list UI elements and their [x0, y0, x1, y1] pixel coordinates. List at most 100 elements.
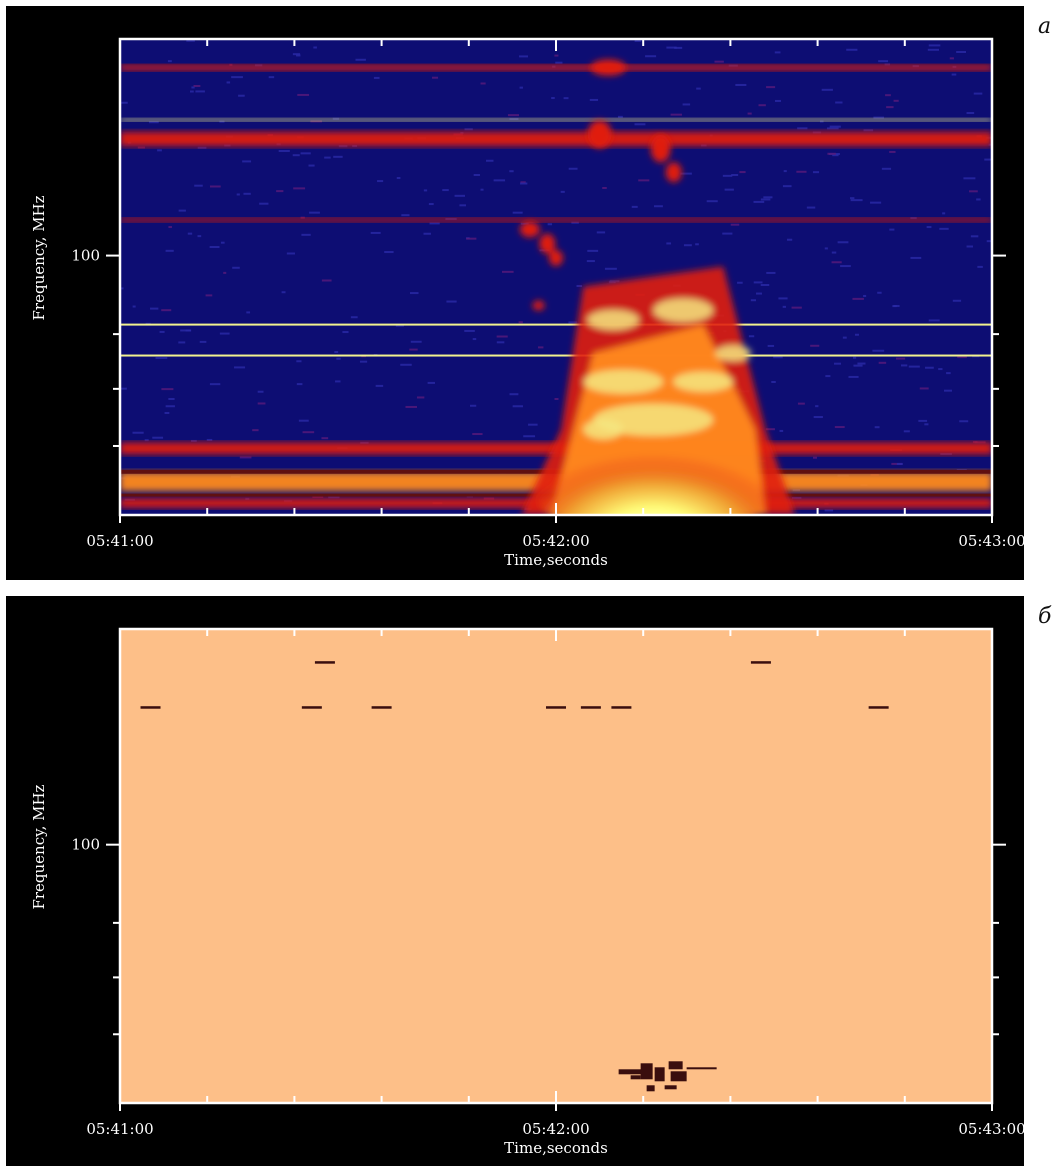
y-axis-title: Frequency, MHz [30, 784, 48, 909]
noise-speck [885, 94, 891, 97]
noise-speck [874, 426, 880, 429]
noise-speck [810, 344, 820, 347]
x-tick-label: 05:43:00 [958, 532, 1024, 550]
noise-speck [850, 199, 863, 202]
noise-speck [586, 260, 595, 263]
noise-speck [774, 51, 781, 54]
noise-speck [472, 338, 477, 341]
noise-speck [195, 90, 205, 93]
noise-speck [846, 48, 858, 51]
noise-speck [812, 171, 820, 174]
noise-speck [783, 170, 787, 173]
noise-speck [722, 174, 733, 177]
noise-speck [943, 389, 952, 392]
noise-speck [903, 430, 910, 433]
noise-speck [831, 251, 837, 254]
noise-speck [753, 200, 765, 203]
noise-speck [185, 329, 192, 332]
noise-speck [797, 127, 808, 130]
noise-speck [560, 190, 565, 193]
noise-speck [396, 177, 401, 180]
noise-speck [464, 128, 473, 131]
noise-speck [857, 362, 866, 365]
noise-speck [966, 112, 975, 115]
noise-speck [321, 279, 332, 282]
noise-speck [834, 426, 845, 429]
noise-speck [735, 83, 747, 86]
detection-mark [371, 706, 392, 709]
noise-speck [292, 53, 301, 56]
noise-speck [957, 356, 967, 359]
noise-speck [209, 383, 221, 386]
noise-speck [159, 330, 165, 333]
burst-blob [583, 419, 624, 440]
noise-speck [519, 86, 523, 89]
noise-speck [952, 299, 962, 302]
noise-speck [480, 188, 484, 191]
spectral-band [120, 118, 992, 122]
noise-speck [951, 73, 957, 76]
noise-speck [152, 436, 164, 439]
noise-speck [137, 146, 145, 149]
noise-speck [161, 388, 174, 391]
noise-speck [972, 441, 978, 444]
noise-speck [653, 205, 663, 208]
noise-speck [825, 375, 831, 378]
noise-speck [949, 57, 954, 60]
noise-speck [791, 306, 802, 309]
noise-speck [509, 393, 519, 396]
noise-speck [928, 44, 941, 47]
burst-precursor [532, 300, 545, 311]
noise-speck [209, 185, 221, 188]
noise-speck [835, 101, 843, 104]
noise-speck [310, 120, 322, 123]
noise-speck [821, 88, 833, 91]
noise-speck [976, 198, 981, 201]
noise-speck [308, 164, 315, 167]
noise-speck [924, 423, 929, 426]
noise-speck [296, 54, 301, 57]
noise-speck [773, 356, 783, 359]
noise-speck [197, 235, 202, 238]
spectrogram-b-svg: 05:41:00 05:42:00 05:43:00 100 Time,seconds F… [30, 627, 1024, 1157]
noise-speck [120, 387, 127, 390]
detection-cluster-piece [646, 1085, 655, 1092]
noise-speck [938, 368, 943, 371]
noise-speck [609, 280, 620, 283]
burst-blob [715, 345, 752, 362]
noise-speck [293, 187, 306, 190]
noise-speck [512, 211, 523, 214]
detection-mark [750, 661, 771, 664]
noise-speck [670, 113, 682, 116]
noise-speck [300, 152, 311, 155]
noise-speck [442, 189, 449, 192]
noise-speck [164, 411, 170, 414]
noise-speck [205, 294, 213, 297]
noise-speck [336, 357, 341, 360]
noise-speck [410, 292, 419, 295]
noise-speck [602, 186, 607, 189]
noise-speck [910, 256, 922, 259]
noise-speck [409, 348, 418, 351]
type-iii-burst [519, 59, 796, 515]
noise-speck [257, 402, 266, 405]
noise-speck [191, 86, 195, 89]
detection-cluster-piece [654, 1067, 665, 1082]
y-tick-label: 100 [71, 247, 100, 265]
noise-speck [180, 329, 192, 332]
noise-speck [400, 363, 412, 366]
noise-speck [281, 291, 286, 294]
noise-speck [338, 145, 348, 148]
noise-speck [375, 384, 384, 387]
noise-speck [589, 98, 599, 101]
noise-speck [296, 360, 302, 363]
burst-precursor [549, 249, 563, 266]
noise-speck [939, 227, 949, 230]
noise-speck [696, 87, 701, 90]
noise-speck [829, 125, 841, 128]
x-axis-title: Time,seconds [504, 551, 608, 569]
noise-speck [220, 241, 225, 244]
noise-speck [519, 55, 529, 58]
noise-speck [427, 381, 436, 384]
burst-precursor [590, 59, 627, 76]
